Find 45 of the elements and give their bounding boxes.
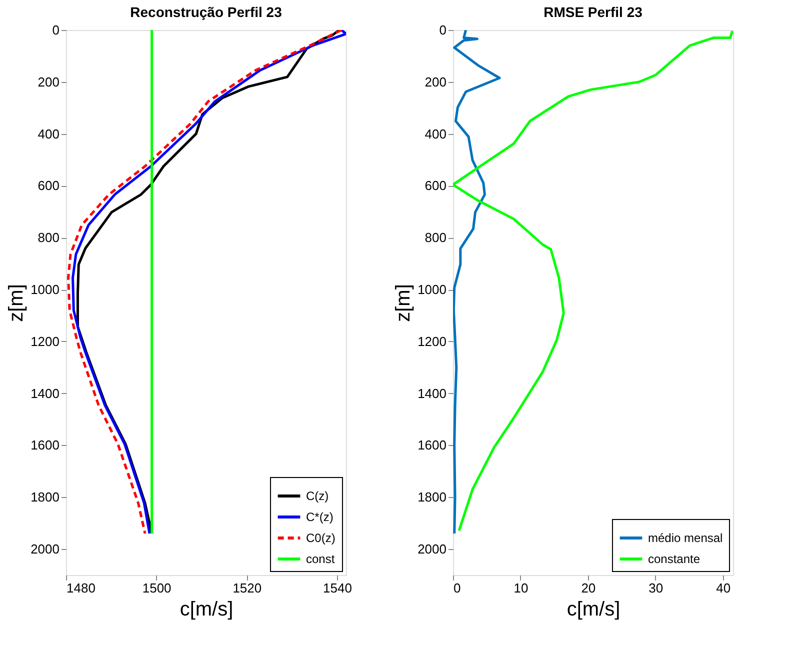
chart-title: RMSE Perfil 23 — [544, 4, 643, 20]
chart-title: Reconstrução Perfil 23 — [130, 4, 282, 20]
y-tick-label: 600 — [38, 178, 60, 194]
x-tick-label: 40 — [716, 580, 731, 596]
y-tick-label: 0 — [52, 22, 60, 38]
y-tick-label: 0 — [439, 22, 446, 38]
y-tick-label: 600 — [424, 178, 446, 194]
y-axis-title: z[m] — [6, 284, 28, 322]
y-tick-label: 1400 — [30, 386, 60, 401]
legend-label: médio mensal — [648, 531, 723, 545]
x-tick-label: 1540 — [323, 580, 352, 596]
y-tick-label: 1000 — [418, 282, 446, 298]
y-tick-label: 1800 — [30, 490, 60, 505]
y-tick-label: 200 — [38, 74, 60, 90]
y-tick-label: 800 — [424, 230, 446, 246]
y-axis-title: z[m] — [392, 284, 415, 322]
x-tick-label: 0 — [454, 580, 461, 596]
y-tick-label: 1600 — [30, 438, 60, 453]
legend-label: C(z) — [306, 489, 329, 503]
x-tick-label: 1500 — [142, 580, 172, 596]
y-tick-label: 400 — [38, 126, 60, 142]
legend-label: C*(z) — [306, 510, 334, 524]
legend-label: const — [306, 552, 336, 566]
y-tick-label: 2000 — [418, 542, 446, 557]
y-tick-label: 800 — [38, 230, 60, 246]
x-axis-title: c[m/s] — [566, 598, 620, 620]
legend-label: constante — [648, 552, 700, 566]
y-tick-label: 1200 — [418, 334, 446, 349]
y-tick-label: 1600 — [418, 438, 446, 453]
legend-label: C0(z) — [306, 531, 336, 545]
y-tick-label: 200 — [424, 74, 446, 90]
line-series — [453, 30, 733, 532]
x-tick-label: 10 — [514, 580, 528, 596]
y-tick-label: 1000 — [30, 282, 60, 298]
x-tick-label: 1520 — [232, 580, 262, 596]
y-tick-label: 2000 — [30, 542, 60, 557]
y-tick-label: 400 — [424, 126, 446, 142]
y-tick-label: 1400 — [418, 386, 446, 401]
line-series — [453, 30, 501, 535]
y-tick-label: 1200 — [30, 334, 60, 349]
x-tick-label: 30 — [648, 580, 664, 596]
x-tick-label: 1480 — [66, 580, 96, 596]
y-tick-label: 1800 — [418, 490, 446, 505]
x-axis-title: c[m/s] — [180, 598, 234, 620]
x-tick-label: 20 — [581, 580, 596, 596]
